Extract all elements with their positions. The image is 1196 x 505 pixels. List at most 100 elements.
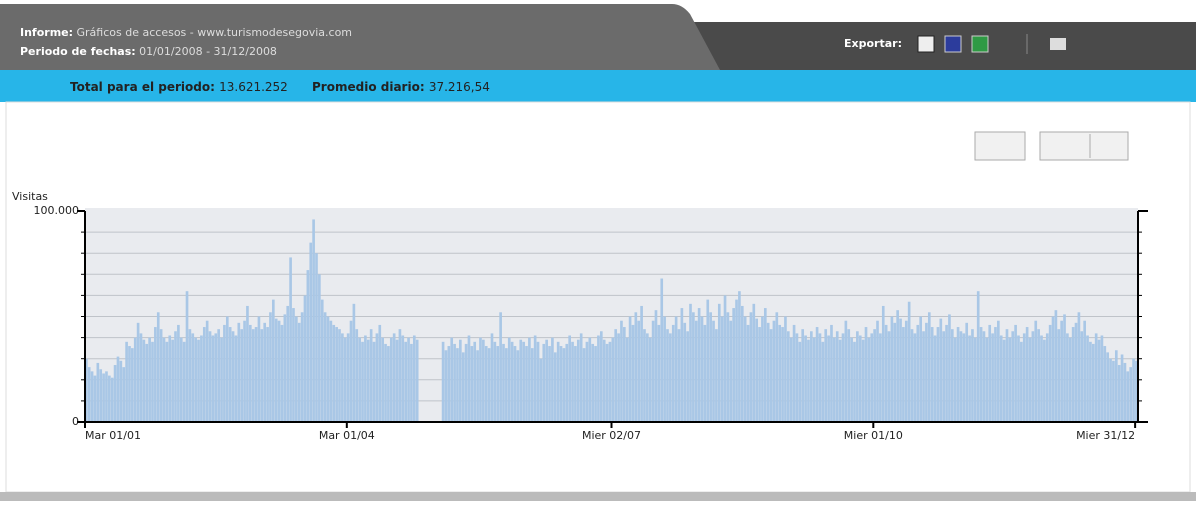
bar bbox=[591, 343, 595, 422]
bar bbox=[775, 312, 779, 422]
bar bbox=[90, 371, 94, 422]
bar bbox=[904, 320, 908, 422]
bar-button[interactable] bbox=[974, 131, 1026, 161]
bar bbox=[274, 318, 278, 422]
average-label: Promedio diario: bbox=[312, 80, 425, 94]
y-axis-label: Visitas bbox=[12, 190, 48, 203]
bar bbox=[479, 337, 482, 422]
bar bbox=[1089, 341, 1092, 422]
bar bbox=[297, 322, 301, 422]
bar bbox=[243, 320, 246, 422]
bar bbox=[217, 329, 220, 422]
bar bbox=[850, 337, 853, 422]
bar bbox=[948, 314, 951, 422]
bar bbox=[309, 242, 313, 422]
bar bbox=[119, 360, 123, 422]
bar bbox=[1031, 331, 1035, 422]
bar bbox=[318, 274, 321, 422]
bar bbox=[548, 346, 551, 422]
bar bbox=[536, 341, 540, 422]
bar bbox=[752, 303, 756, 422]
bar bbox=[459, 339, 462, 422]
bar bbox=[795, 333, 799, 422]
bar bbox=[643, 329, 646, 422]
bar bbox=[801, 329, 805, 422]
bar bbox=[789, 337, 793, 422]
bar bbox=[223, 324, 226, 422]
bar bbox=[1120, 354, 1124, 422]
export-word[interactable] bbox=[944, 35, 962, 53]
bar bbox=[496, 346, 500, 422]
bar bbox=[663, 316, 666, 422]
bar bbox=[384, 343, 387, 422]
x-tick-label: Mier 31/12 bbox=[1076, 429, 1135, 442]
bar bbox=[493, 341, 497, 422]
bar bbox=[749, 312, 753, 422]
bar bbox=[1097, 339, 1101, 422]
bar bbox=[896, 310, 899, 422]
bar bbox=[1045, 333, 1049, 422]
bar bbox=[683, 322, 687, 422]
bar bbox=[594, 346, 597, 422]
bar bbox=[1066, 333, 1069, 422]
bar bbox=[332, 324, 336, 422]
bar bbox=[999, 335, 1003, 422]
bar bbox=[372, 341, 376, 422]
bar bbox=[666, 329, 669, 422]
bar bbox=[571, 341, 574, 422]
export-pdf[interactable] bbox=[917, 35, 935, 53]
bar bbox=[315, 253, 318, 422]
bar bbox=[401, 335, 405, 422]
bar bbox=[320, 299, 324, 422]
summary-bar bbox=[0, 70, 1196, 102]
bar bbox=[525, 346, 528, 422]
bar bbox=[648, 337, 652, 422]
bar bbox=[269, 312, 272, 422]
bar bbox=[706, 299, 710, 422]
bar bbox=[228, 327, 232, 422]
bar bbox=[841, 333, 845, 422]
bar bbox=[838, 339, 842, 422]
bar bbox=[930, 327, 934, 422]
bar bbox=[136, 322, 140, 422]
bar bbox=[703, 324, 707, 422]
bar bbox=[456, 348, 459, 422]
chart-type-buttons[interactable] bbox=[1039, 131, 1129, 161]
bar bbox=[755, 318, 758, 422]
bar bbox=[732, 308, 735, 422]
bar bbox=[349, 320, 353, 422]
export-excel[interactable] bbox=[971, 35, 989, 53]
bar bbox=[277, 320, 281, 422]
bar bbox=[738, 291, 741, 422]
bar bbox=[251, 329, 255, 422]
bar bbox=[933, 335, 937, 422]
bar bbox=[154, 327, 157, 422]
bar bbox=[568, 335, 571, 422]
bar bbox=[623, 327, 626, 422]
bar bbox=[1002, 339, 1006, 422]
bar bbox=[565, 343, 569, 422]
bar bbox=[99, 369, 103, 422]
bar bbox=[1005, 329, 1009, 422]
bar bbox=[812, 337, 816, 422]
print-button[interactable] bbox=[1050, 38, 1066, 50]
bar bbox=[982, 331, 986, 422]
x-tick-label: Mier 02/07 bbox=[582, 429, 641, 442]
bar bbox=[108, 375, 111, 422]
bar bbox=[887, 331, 891, 422]
bar bbox=[890, 316, 894, 422]
bar bbox=[833, 337, 836, 422]
bar bbox=[464, 343, 468, 422]
bar bbox=[1048, 324, 1052, 422]
bar bbox=[997, 320, 1000, 422]
bar bbox=[1028, 337, 1032, 422]
bar bbox=[821, 341, 825, 422]
bar bbox=[412, 335, 416, 422]
bar bbox=[700, 316, 704, 422]
bar bbox=[818, 333, 822, 422]
bar bbox=[686, 331, 689, 422]
bar bbox=[671, 324, 675, 422]
x-tick-label: Mier 01/10 bbox=[844, 429, 903, 442]
bar bbox=[824, 329, 828, 422]
bar bbox=[726, 312, 730, 422]
